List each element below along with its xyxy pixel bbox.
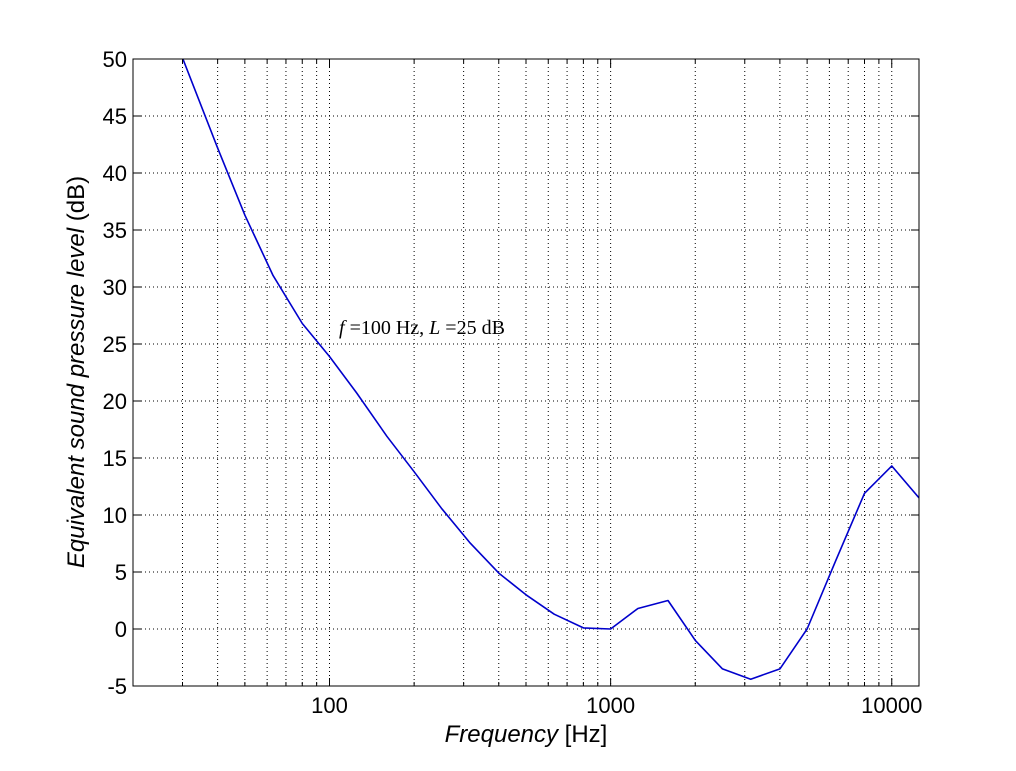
y-tick-label: 35 <box>103 218 127 243</box>
y-tick-label: 25 <box>103 332 127 357</box>
grid-lines <box>133 59 919 686</box>
y-axis-label-main: Equivalent sound pressure level <box>63 227 90 568</box>
y-axis-label: Equivalent sound pressure level (dB) <box>63 176 90 568</box>
y-tick-label: 50 <box>103 47 127 72</box>
series-line-layer <box>182 59 919 681</box>
x-axis-label-main: Frequency <box>445 721 560 748</box>
x-tick-label: 10000 <box>861 693 922 718</box>
x-axis-label: Frequency [Hz] <box>445 721 608 748</box>
x-tick-label: 100 <box>311 693 348 718</box>
y-tick-label: 45 <box>103 104 127 129</box>
series-line-0 <box>182 59 919 681</box>
y-tick-label: 30 <box>103 275 127 300</box>
y-tick-label: 0 <box>115 617 127 642</box>
y-tick-label: 20 <box>103 389 127 414</box>
y-tick-label: -5 <box>107 674 127 699</box>
y-axis-label-unit: (dB) <box>63 176 90 228</box>
y-tick-label: 40 <box>103 161 127 186</box>
annotation-l-value: =25 dB <box>440 317 505 339</box>
ticks: -5 0 5 10 15 20 25 30 35 40 45 50 100 1000 10000 <box>103 47 923 718</box>
x-axis-label-unit: [Hz] <box>558 721 607 748</box>
annotation-f-value: =100 Hz, <box>345 317 430 339</box>
annotation-f-symbol: f <box>339 317 347 339</box>
y-tick-label: 10 <box>103 503 127 528</box>
x-tick-label: 1000 <box>586 693 635 718</box>
y-tick-label: 15 <box>103 446 127 471</box>
annotation-l-symbol: L <box>428 317 440 339</box>
y-tick-label: 5 <box>115 560 127 585</box>
annotation-text: f =100 Hz, L =25 dB <box>339 317 505 339</box>
